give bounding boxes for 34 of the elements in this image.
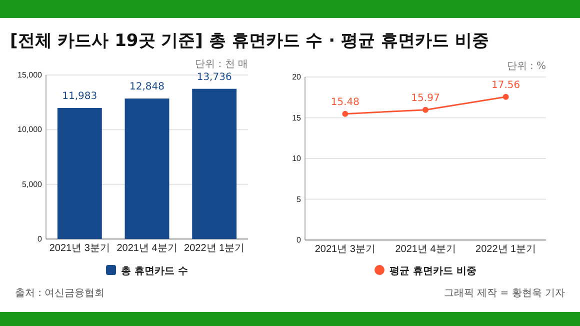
bar <box>124 98 170 239</box>
data-label: 11,983 <box>62 90 98 102</box>
point <box>342 110 348 117</box>
data-label: 15.97 <box>411 92 440 104</box>
text: 그래픽 제작 = 황현욱 기자 <box>444 288 565 299</box>
chart-title: [전체 카드사 19곳 기준] 총 휴면카드 수 · 평균 휴면카드 비중 <box>10 31 489 51</box>
y-tick-label: 0 <box>38 234 43 244</box>
x-tick-label: 2021년 3분기 <box>314 244 376 256</box>
y-tick-label: 15,000 <box>18 70 43 80</box>
x-tick-label: 2021년 4분기 <box>116 243 178 254</box>
data-label: 15.48 <box>330 96 360 108</box>
text: 단위 : 천 매 <box>195 59 248 70</box>
data-label: 12,848 <box>130 82 164 93</box>
y-tick-label: 5 <box>296 194 302 204</box>
point <box>502 94 509 100</box>
y-tick-label: 15 <box>292 113 302 122</box>
x-tick-label: 2021년 3분기 <box>49 243 110 254</box>
point <box>422 106 428 113</box>
data-label: 13,736 <box>196 72 232 83</box>
legend-label: 총 휴면카드 수 <box>121 266 188 277</box>
data-label: 17.56 <box>492 80 520 91</box>
y-tick-label: 0 <box>296 236 302 245</box>
x-tick-label: 2022년 1분기 <box>476 244 536 256</box>
bar <box>57 108 102 239</box>
y-tick-label: 5,000 <box>22 180 43 189</box>
source-note: 출처 : 여신금융협회 <box>15 288 105 299</box>
legend-label: 평균 휴면카드 비중 <box>390 266 476 277</box>
bar <box>192 88 237 239</box>
y-tick-label: 20 <box>292 72 302 82</box>
text: 단위 : % <box>506 61 546 72</box>
y-tick-label: 10 <box>292 154 302 164</box>
y-tick-label: 10,000 <box>18 125 43 134</box>
x-tick-label: 2021년 4분기 <box>395 244 456 256</box>
x-tick-label: 2022년 1분기 <box>184 243 245 254</box>
